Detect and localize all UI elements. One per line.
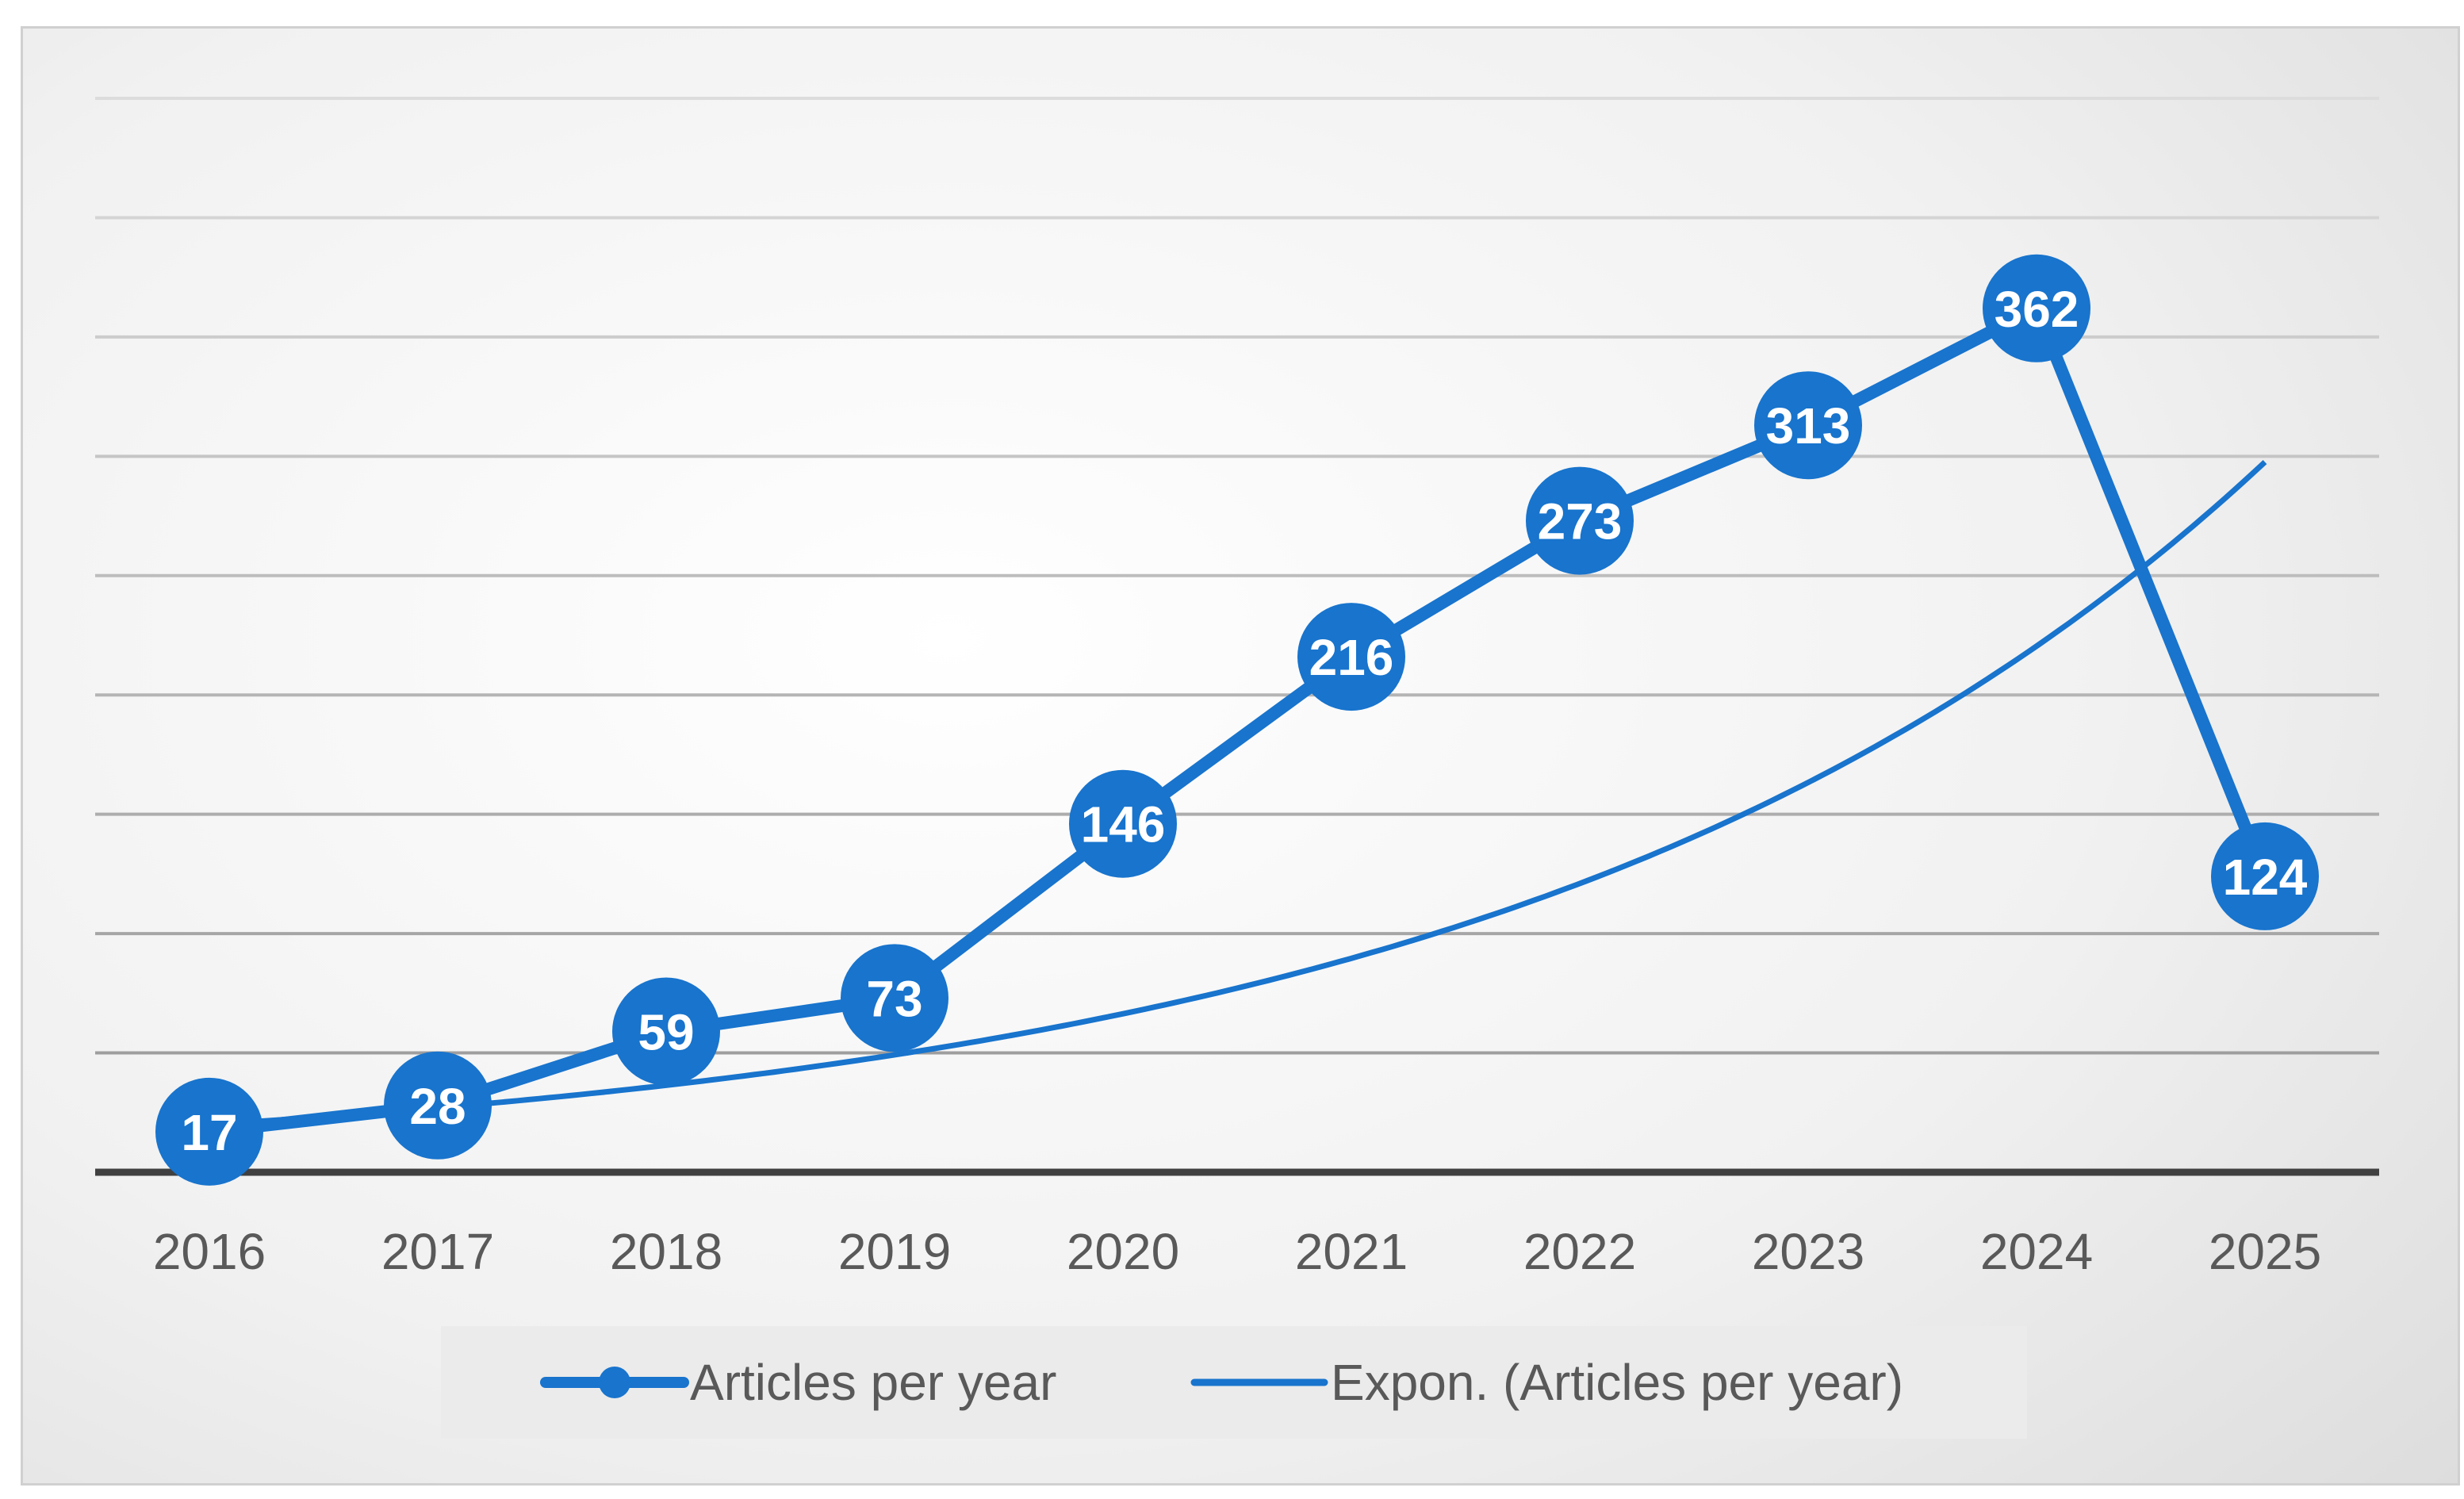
legend-label-expon: Expon. (Articles per year) — [1331, 1354, 1904, 1411]
data-label-2018: 59 — [638, 1003, 694, 1060]
x-tick-label-2025: 2025 — [2209, 1223, 2321, 1280]
data-label-2023: 313 — [1766, 397, 1851, 454]
data-label-2021: 216 — [1309, 629, 1394, 686]
data-point-2023[interactable] — [1754, 371, 1862, 480]
data-label-2022: 273 — [1538, 493, 1623, 550]
x-tick-label-2016: 2016 — [153, 1223, 266, 1280]
x-tick-label-2022: 2022 — [1523, 1223, 1636, 1280]
data-point-2019[interactable] — [841, 944, 948, 1052]
x-tick-label-2019: 2019 — [838, 1223, 951, 1280]
gridlines — [95, 97, 2379, 1055]
x-tick-label-2023: 2023 — [1752, 1223, 1864, 1280]
data-point-2021[interactable] — [1297, 603, 1405, 711]
series-line-articles-per-year — [203, 301, 2271, 1138]
data-label-2019: 73 — [866, 970, 922, 1027]
legend-label-articles: Articles per year — [690, 1354, 1057, 1411]
legend-item-expon[interactable]: Expon. (Articles per year) — [1188, 1326, 1903, 1439]
data-label-2016: 17 — [181, 1104, 237, 1161]
x-tick-label-2018: 2018 — [610, 1223, 722, 1280]
data-label-2020: 146 — [1081, 796, 1166, 853]
x-tick-label-2017: 2017 — [381, 1223, 494, 1280]
legend-line-marker-icon — [540, 1367, 689, 1398]
legend-trendline-icon — [1190, 1378, 1328, 1386]
data-label-2025: 124 — [2223, 849, 2308, 906]
x-tick-label-2024: 2024 — [1980, 1223, 2093, 1280]
trendline-expon — [209, 460, 2267, 1128]
legend: Articles per year Expon. (Articles per y… — [441, 1326, 2027, 1439]
data-point-2017[interactable] — [384, 1051, 492, 1160]
x-axis-tick-labels: 2016 2017 2018 2019 2020 2021 2022 2023 2024 2025 — [153, 1223, 2321, 1280]
data-markers: 17 28 59 73 146 216 273 313 362 124 — [155, 254, 2319, 1186]
data-point-2016[interactable] — [155, 1077, 263, 1186]
data-label-2024: 362 — [1995, 281, 2079, 338]
data-point-2024[interactable] — [1983, 254, 2090, 362]
legend-item-articles[interactable]: Articles per year — [539, 1326, 1056, 1439]
x-tick-label-2021: 2021 — [1295, 1223, 1408, 1280]
x-tick-label-2020: 2020 — [1067, 1223, 1179, 1280]
data-point-2022[interactable] — [1526, 466, 1634, 575]
data-point-2018[interactable] — [612, 977, 720, 1086]
data-label-2017: 28 — [409, 1078, 466, 1135]
data-point-2020[interactable] — [1069, 769, 1177, 878]
data-point-2025[interactable] — [2211, 822, 2319, 930]
